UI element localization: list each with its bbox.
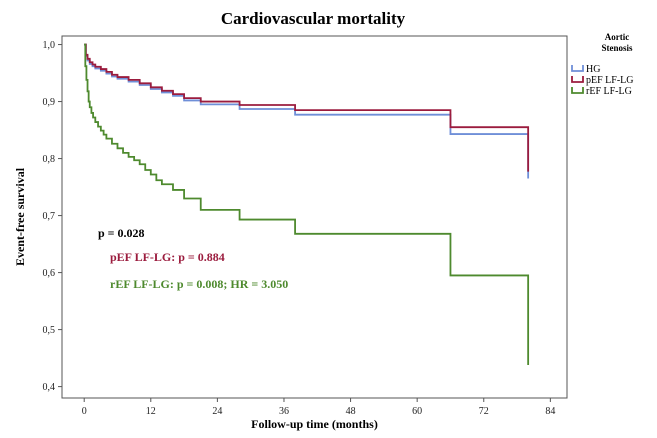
x-tick-label: 12 xyxy=(146,406,156,417)
y-tick-label: 1,0 xyxy=(43,40,56,51)
plot-frame xyxy=(61,35,568,399)
y-tick-label: 0,6 xyxy=(43,268,56,279)
series-line-hg xyxy=(84,43,530,179)
y-axis-label: Event-free survival xyxy=(13,167,27,266)
y-tick-label: 0,9 xyxy=(43,97,56,108)
y-tick-label: 0,7 xyxy=(43,211,56,222)
legend-label-ref-lf-lg: rEF LF-LG xyxy=(586,86,632,97)
y-tick-label: 0,8 xyxy=(43,154,56,165)
legend-swatch-pef-lf-lg xyxy=(571,76,584,83)
x-tick-label: 84 xyxy=(545,406,555,417)
y-tick-label: 0,5 xyxy=(43,325,56,336)
annotation-overall-p: p = 0.028 xyxy=(98,226,145,240)
legend-title-line-2: Stenosis xyxy=(601,43,633,53)
x-tick-label: 48 xyxy=(346,406,356,417)
series-line-ref-lf-lg xyxy=(84,43,530,365)
x-axis-label: Follow-up time (months) xyxy=(251,417,378,431)
series-line-pef-lf-lg xyxy=(84,43,530,172)
x-tick-label: 60 xyxy=(412,406,422,417)
legend-title-line-1: Aortic xyxy=(605,32,630,42)
x-tick-label: 72 xyxy=(479,406,489,417)
annotation-ref-p-hr: rEF LF-LG: p = 0.008; HR = 3.050 xyxy=(110,277,288,291)
x-tick-label: 24 xyxy=(212,406,222,417)
x-tick-label: 36 xyxy=(279,406,289,417)
legend-label-hg: HG xyxy=(586,64,600,75)
legend-swatch-ref-lf-lg xyxy=(571,87,584,94)
axis-ticks: 0 12 24 36 48 60 72 84 0,4 0,5 0,6 0,7 0,8 0,9 1,0 xyxy=(43,40,556,417)
survival-curves xyxy=(84,43,530,365)
legend-swatch-hg xyxy=(571,65,584,72)
legend-label-pef-lf-lg: pEF LF-LG xyxy=(586,75,634,86)
y-tick-label: 0,4 xyxy=(43,382,56,393)
annotations: p = 0.028 pEF LF-LG: p = 0.884 rEF LF-LG… xyxy=(98,226,288,291)
annotation-pef-p: pEF LF-LG: p = 0.884 xyxy=(110,250,225,264)
x-tick-label: 0 xyxy=(82,406,87,417)
chart-title: Cardiovascular mortality xyxy=(221,9,406,28)
